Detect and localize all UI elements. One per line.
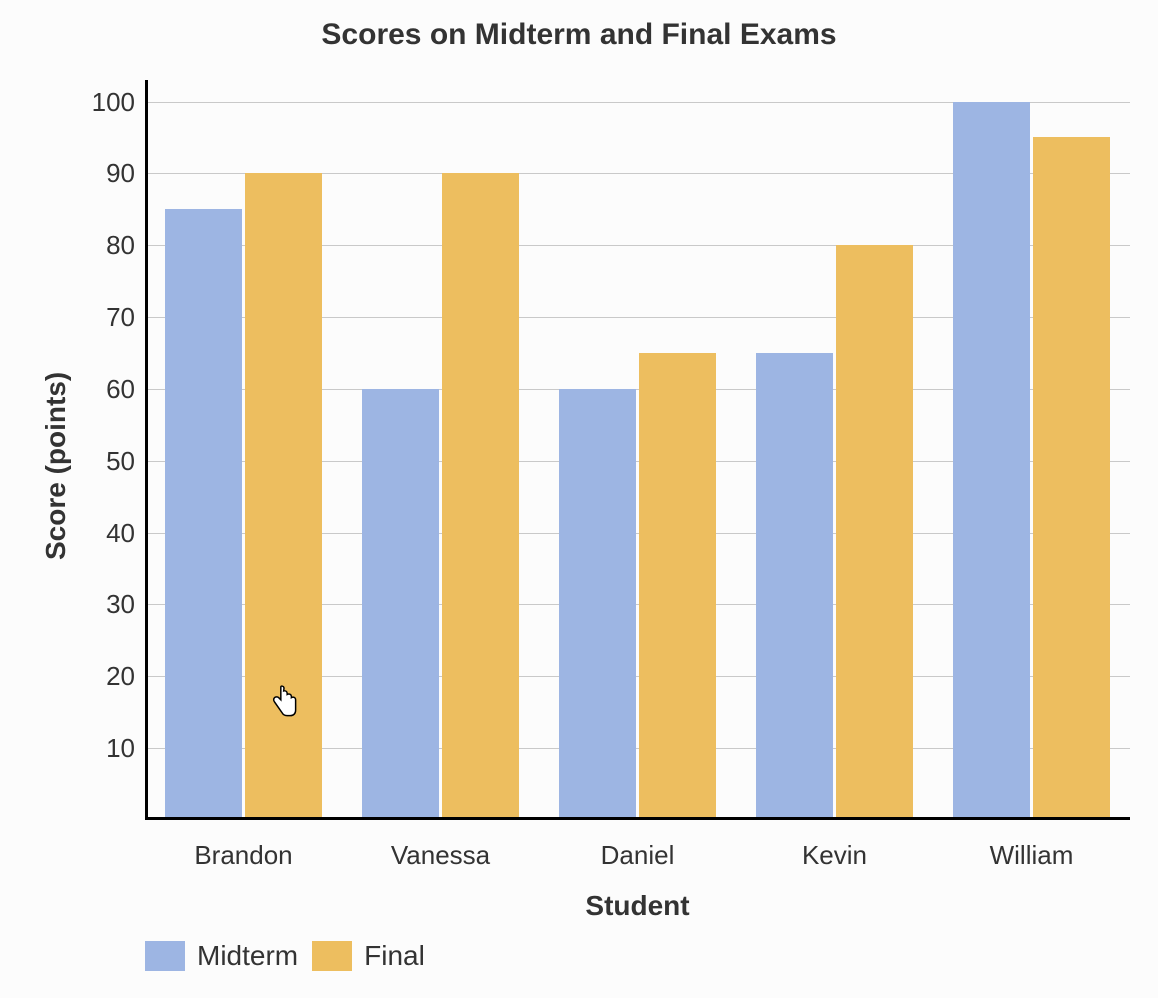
y-tick-label: 30 xyxy=(65,589,135,620)
legend: Midterm Final xyxy=(145,940,425,972)
y-tick-label: 80 xyxy=(65,230,135,261)
y-tick-label: 20 xyxy=(65,661,135,692)
legend-item-final[interactable]: Final xyxy=(312,940,425,972)
x-axis-line xyxy=(145,817,1130,820)
bar-midterm-brandon[interactable] xyxy=(165,209,242,820)
plot-area xyxy=(145,80,1130,820)
bar-midterm-daniel[interactable] xyxy=(559,389,636,820)
legend-swatch xyxy=(145,941,185,971)
y-tick-label: 10 xyxy=(65,733,135,764)
bar-final-daniel[interactable] xyxy=(639,353,716,820)
y-axis-line xyxy=(145,80,148,820)
bar-final-william[interactable] xyxy=(1033,137,1110,820)
bar-midterm-william[interactable] xyxy=(953,102,1030,820)
legend-label: Midterm xyxy=(197,940,298,972)
x-tick-label: Brandon xyxy=(145,840,342,871)
chart-title: Scores on Midterm and Final Exams xyxy=(0,18,1158,52)
legend-label: Final xyxy=(364,940,425,972)
x-tick-label: Daniel xyxy=(539,840,736,871)
y-tick-label: 40 xyxy=(65,518,135,549)
bar-midterm-kevin[interactable] xyxy=(756,353,833,820)
x-axis-label: Student xyxy=(145,890,1130,922)
bar-final-brandon[interactable] xyxy=(245,173,322,820)
y-tick-label: 70 xyxy=(65,302,135,333)
bar-midterm-vanessa[interactable] xyxy=(362,389,439,820)
y-tick-label: 90 xyxy=(65,158,135,189)
bar-final-kevin[interactable] xyxy=(836,245,913,820)
bar-final-vanessa[interactable] xyxy=(442,173,519,820)
legend-item-midterm[interactable]: Midterm xyxy=(145,940,298,972)
x-tick-label: Kevin xyxy=(736,840,933,871)
y-tick-label: 100 xyxy=(65,87,135,118)
chart-container: Scores on Midterm and Final Exams Score … xyxy=(0,0,1158,998)
y-tick-label: 60 xyxy=(65,374,135,405)
y-tick-label: 50 xyxy=(65,446,135,477)
legend-swatch xyxy=(312,941,352,971)
x-tick-label: William xyxy=(933,840,1130,871)
x-tick-label: Vanessa xyxy=(342,840,539,871)
